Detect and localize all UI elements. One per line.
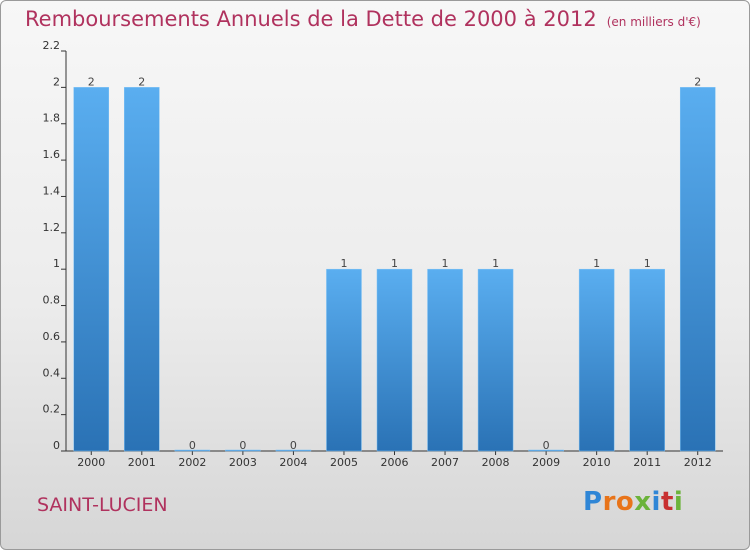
x-tick-label: 2011 <box>633 456 661 469</box>
x-tick-label: 2010 <box>583 456 611 469</box>
bar-2006 <box>376 268 413 452</box>
logo-letter: x <box>634 487 652 517</box>
bar-2005 <box>326 268 362 452</box>
logo-letter: i <box>673 487 684 517</box>
y-tick-label: 2 <box>53 75 60 88</box>
bar-2010 <box>578 268 615 452</box>
data-label: 1 <box>492 257 499 270</box>
x-tick-label: 2009 <box>532 456 560 469</box>
bar-2002 <box>174 449 211 452</box>
bar-2003 <box>225 449 261 452</box>
data-label: 0 <box>543 439 550 452</box>
bar-2009 <box>528 449 564 452</box>
y-tick-label: 0.6 <box>43 330 61 343</box>
y-tick-label: 1.8 <box>43 112 61 125</box>
y-tick-label: 1.6 <box>43 148 61 161</box>
logo-letter: o <box>615 487 635 517</box>
proxiti-logo: Proxiti <box>583 487 683 517</box>
data-label: 1 <box>391 257 398 270</box>
y-tick-label: 0.2 <box>43 403 61 416</box>
bar-2004 <box>275 449 312 452</box>
y-tick-label: 0 <box>53 439 60 452</box>
data-label: 0 <box>239 439 246 452</box>
title-text: Remboursements Annuels de la Dette de 20… <box>25 7 597 31</box>
bar-2012 <box>679 87 716 452</box>
data-label: 1 <box>340 257 347 270</box>
bar-2007 <box>427 268 463 452</box>
unit-text: (en milliers d'€) <box>606 15 701 29</box>
y-tick-label: 0.4 <box>43 366 61 379</box>
chart-title: Remboursements Annuels de la Dette de 20… <box>25 7 701 31</box>
x-tick-label: 2012 <box>684 456 712 469</box>
data-label: 1 <box>593 257 600 270</box>
y-tick-label: 2.2 <box>43 39 61 52</box>
y-tick-label: 1.4 <box>43 184 61 197</box>
data-label: 2 <box>88 75 95 88</box>
x-tick-label: 2004 <box>279 456 307 469</box>
logo-letter: i <box>651 487 661 517</box>
bar-2008 <box>477 268 514 452</box>
logo-letter: t <box>660 487 674 517</box>
bars <box>73 87 716 452</box>
data-labels: 2 2 0 0 0 1 1 1 1 0 1 1 2 <box>88 75 701 452</box>
y-tick-label: 1.2 <box>43 221 61 234</box>
data-label: 0 <box>290 439 297 452</box>
x-tick-label: 2008 <box>482 456 510 469</box>
bar-2011 <box>629 268 665 452</box>
x-tick-label: 2000 <box>77 456 105 469</box>
x-tick-label: 2002 <box>178 456 206 469</box>
x-tick-label: 2007 <box>431 456 459 469</box>
logo-letter: r <box>602 487 616 517</box>
data-label: 2 <box>694 75 701 88</box>
data-label: 2 <box>138 75 145 88</box>
bar-2001 <box>124 87 160 452</box>
x-tick-label: 2005 <box>330 456 358 469</box>
commune-name: SAINT-LUCIEN <box>37 494 168 516</box>
data-label: 1 <box>442 257 449 270</box>
data-label: 0 <box>189 439 196 452</box>
data-label: 1 <box>644 257 651 270</box>
x-tick-label: 2001 <box>128 456 156 469</box>
logo-letter: P <box>583 487 603 517</box>
y-tick-label: 0.8 <box>43 294 61 307</box>
y-tick-label: 1 <box>53 257 60 270</box>
bar-2000 <box>73 87 110 452</box>
x-tick-label: 2006 <box>381 456 409 469</box>
x-tick-label: 2003 <box>229 456 257 469</box>
